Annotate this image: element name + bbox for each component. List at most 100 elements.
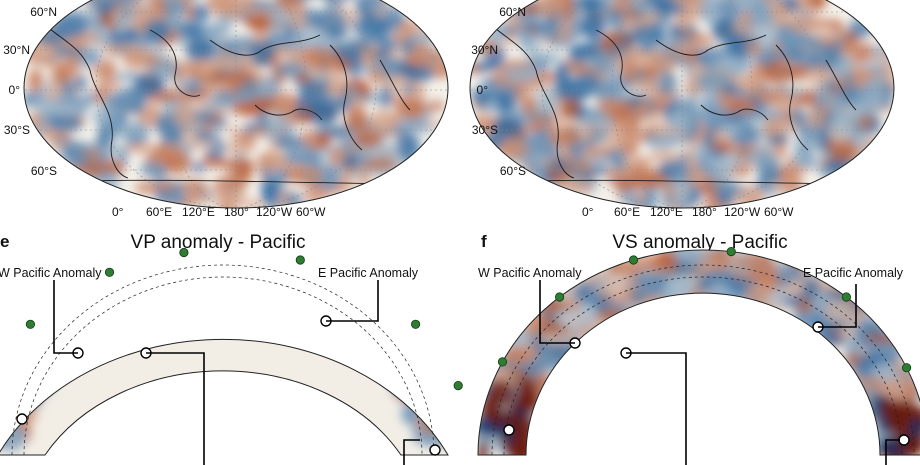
anomaly-blob: [312, 8, 347, 35]
anomaly-blob: [0, 398, 30, 418]
anomaly-blob: [775, 0, 787, 21]
anomaly-blob: [636, 0, 657, 13]
vp-global-map: 60°N 30°N 0° 30°S 60°S 0° 60°E 120°E 180…: [3, 0, 449, 219]
anomaly-blob: [732, 74, 761, 90]
anomaly-blob: [196, 284, 229, 296]
anomaly-blob: [383, 339, 416, 345]
anomaly-blob: [275, 46, 299, 60]
anomaly-blob: [396, 379, 425, 397]
anomaly-blob: [98, 58, 116, 83]
anomaly-blob: [366, 313, 387, 324]
anomaly-blob: [290, 3, 307, 29]
anomaly-blob: [243, 289, 285, 303]
anomaly-blob: [347, 55, 364, 79]
station-marker: [410, 319, 421, 329]
anomaly-blob: [460, 421, 479, 432]
anomaly-blob: [792, 153, 810, 167]
anomaly-blob: [304, 293, 339, 316]
anomaly-blob: [54, 105, 89, 115]
anomaly-blob: [397, 364, 441, 377]
anomaly-blob: [551, 154, 566, 176]
station-marker: [104, 267, 115, 277]
anomaly-blob: [673, 179, 689, 206]
anomaly-blob: [642, 10, 661, 24]
station-marker: [726, 247, 736, 257]
anomaly-blob: [174, 266, 207, 279]
anomaly-blob: [3, 394, 34, 408]
anomaly-blob: [140, 286, 165, 313]
anomaly-blob: [7, 402, 22, 414]
lat-label-30n: 30°N: [471, 43, 498, 57]
anomaly-blob: [0, 339, 39, 348]
anomaly-blob: [710, 17, 741, 43]
anomaly-blob: [261, 175, 277, 199]
station-marker: [453, 380, 463, 391]
anomaly-blob: [52, 339, 81, 349]
anomaly-blob: [401, 339, 415, 363]
section-outline: [0, 338, 449, 456]
anomaly-blob: [321, 307, 351, 316]
anomaly-blob: [179, 22, 204, 40]
anomaly-blob: [22, 384, 46, 400]
anomaly-blob: [707, 51, 720, 69]
anomaly-blob: [84, 92, 96, 106]
anomaly-blob: [572, 159, 593, 173]
anomaly-blob: [547, 126, 582, 147]
label-e-pacific-anomaly: E Pacific Anomaly: [803, 266, 904, 280]
lon-labels: 0° 60°E 120°E 180° 120°W 60°W: [582, 205, 794, 219]
anomaly-blob: [867, 52, 894, 61]
anomaly-blob: [332, 278, 363, 292]
anomaly-blob: [505, 64, 540, 83]
anomaly-blob: [445, 422, 448, 439]
anomaly-blob: [439, 379, 448, 393]
anomaly-blob: [127, 270, 166, 293]
anomaly-blob: [216, 50, 236, 73]
anomaly-blob: [431, 387, 448, 401]
anomaly-blob: [559, 98, 580, 119]
anomaly-blob: [675, 0, 690, 7]
anomaly-blob: [324, 0, 346, 9]
anomaly-blob: [879, 397, 897, 418]
anomaly-blob: [165, 273, 200, 288]
anomaly-blob: [57, 11, 93, 34]
anomaly-blob: [93, 80, 122, 90]
vp-cross-section: e VP anomaly - Pacific W Pacific Anomaly…: [0, 232, 479, 465]
anomaly-blob: [451, 404, 463, 418]
anomaly-blob: [710, 148, 725, 160]
anomaly-blob: [38, 310, 73, 324]
anomaly-blob: [128, 287, 162, 311]
anomaly-blob: [807, 0, 828, 10]
anomaly-blob: [0, 390, 29, 413]
anomaly-blob: [155, 57, 179, 81]
anomaly-blob: [352, 290, 369, 309]
anomaly-blob: [48, 304, 81, 315]
anomaly-blob: [37, 315, 58, 332]
anomaly-blob: [0, 349, 23, 368]
anomaly-blob: [36, 352, 68, 381]
anomaly-blob: [743, 3, 775, 26]
anomaly-blob: [219, 272, 256, 281]
anomaly-blob: [243, 283, 275, 307]
anomaly-blob: [123, 256, 144, 279]
station-marker: [295, 255, 305, 265]
anomaly-blob: [756, 155, 781, 177]
anomaly-blob: [144, 277, 183, 305]
anomaly-blob: [572, 0, 584, 25]
station-marker: [841, 292, 852, 302]
anomaly-blob: [39, 353, 65, 369]
anomaly-blob: [824, 79, 839, 93]
anomaly-blob: [120, 121, 150, 145]
anomaly-blob: [0, 390, 10, 408]
depth-contours: [11, 264, 435, 456]
anomaly-blob: [216, 264, 233, 273]
vs-cross-section: f VS anomaly - Pacific W Pacific Anomaly…: [477, 232, 920, 465]
anomaly-blob: [672, 45, 691, 57]
anomaly-blob: [377, 303, 412, 330]
anomaly-blob: [293, 290, 326, 305]
anomaly-blob: [28, 43, 52, 60]
anomaly-blob: [421, 389, 448, 403]
anomaly-blob: [236, 160, 253, 184]
anomaly-blob: [777, 47, 807, 61]
anomaly-blob: [644, 191, 656, 208]
anomaly-blob: [748, 256, 778, 284]
